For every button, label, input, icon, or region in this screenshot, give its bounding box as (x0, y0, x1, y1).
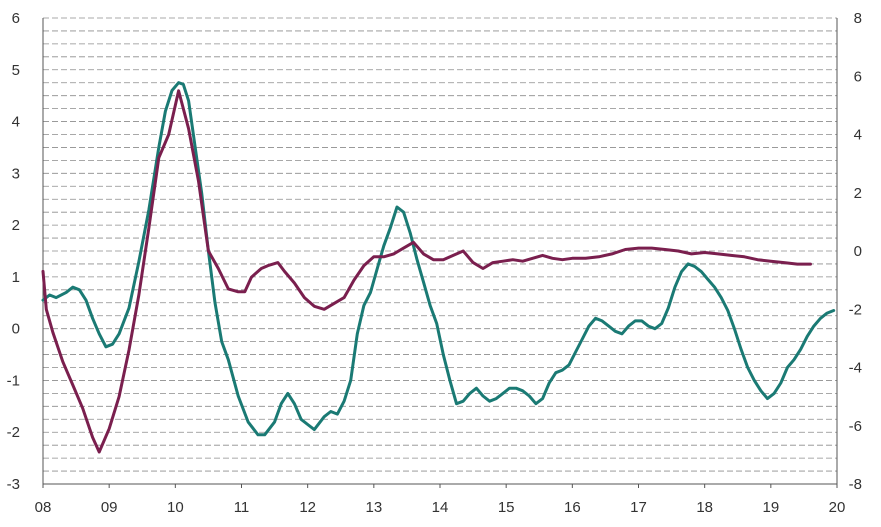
left-y-tick-label: 3 (12, 165, 20, 182)
right-y-tick-label: -6 (849, 418, 862, 435)
x-tick-label: 18 (696, 499, 713, 516)
x-tick-label: 12 (299, 499, 316, 516)
x-tick-label: 14 (432, 499, 449, 516)
right-y-axis-ticks: 8 6 4 2 0 -2 -4 -6 -8 (849, 10, 862, 493)
right-y-tick-label: -2 (849, 301, 862, 318)
left-y-tick-label: 6 (12, 10, 20, 27)
left-y-tick-label: -1 (7, 372, 20, 389)
right-y-tick-label: 8 (854, 10, 862, 27)
left-y-tick-label: 2 (12, 217, 20, 234)
left-y-tick-label: -2 (7, 424, 20, 441)
x-axis-ticks: 08 09 10 11 12 13 14 15 16 17 18 19 20 (35, 484, 846, 516)
x-tick-label: 10 (167, 499, 184, 516)
series-line-right-axis (41, 89, 812, 454)
x-tick-label: 11 (234, 499, 250, 516)
x-tick-label: 17 (630, 499, 647, 516)
x-tick-label: 08 (35, 499, 52, 516)
left-y-tick-label: 5 (12, 62, 20, 79)
series-lines (41, 81, 836, 454)
x-tick-label: 13 (365, 499, 382, 516)
series-line-left-axis (41, 81, 836, 437)
right-y-tick-label: 4 (854, 127, 862, 144)
x-tick-label: 15 (498, 499, 515, 516)
right-y-tick-label: -8 (849, 476, 862, 493)
x-tick-label: 09 (101, 499, 118, 516)
gridlines (43, 17, 837, 485)
right-y-tick-label: 0 (854, 243, 862, 260)
right-y-tick-label: -4 (849, 360, 862, 377)
left-y-axis-ticks: 6 5 4 3 2 1 0 -1 -2 -3 (7, 10, 20, 493)
x-tick-label: 16 (564, 499, 581, 516)
left-y-tick-label: -3 (7, 476, 20, 493)
right-y-tick-label: 2 (854, 185, 862, 202)
left-y-tick-label: 1 (12, 269, 20, 286)
right-y-tick-label: 6 (854, 68, 862, 85)
left-y-tick-label: 0 (12, 321, 20, 338)
x-tick-label: 19 (762, 499, 779, 516)
left-y-tick-label: 4 (12, 114, 20, 131)
x-tick-label: 20 (829, 499, 846, 516)
